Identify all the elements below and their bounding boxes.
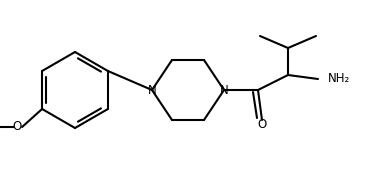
Text: N: N	[220, 84, 228, 96]
Text: O: O	[257, 118, 266, 130]
Text: N: N	[147, 84, 156, 96]
Text: NH₂: NH₂	[328, 72, 350, 86]
Text: O: O	[12, 121, 22, 134]
